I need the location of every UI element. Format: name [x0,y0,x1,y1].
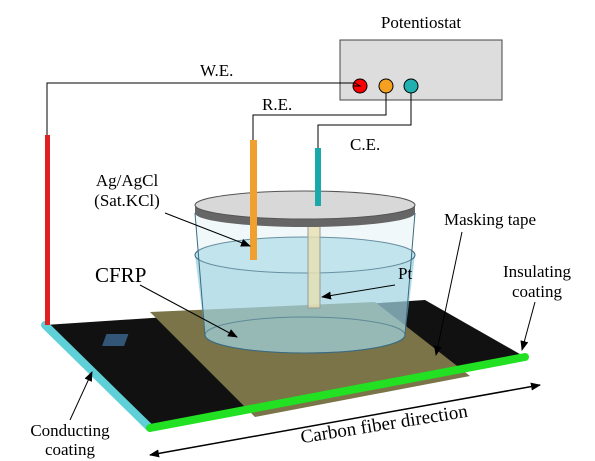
ce-wire [317,93,412,148]
lid-top [194,190,416,220]
label: Insulating [503,262,571,281]
label: Carbon fiber direction [299,401,470,448]
label: Pt [398,264,412,283]
label: coating [512,282,563,301]
label: C.E. [350,135,380,154]
label: (Sat.KCl) [94,191,160,210]
label: Masking tape [444,210,536,229]
pt-electrode [307,219,321,309]
ref-electrode [250,140,257,260]
direction-arrow [149,382,541,458]
arrow [520,301,536,351]
we-wire [46,82,362,135]
cfrp-sample [102,334,129,346]
label: CFRP [95,263,146,287]
re-terminal [378,78,394,94]
label: W.E. [200,61,233,80]
arrow [69,371,93,421]
beaker-bottom [204,316,406,354]
label: Ag/AgCl [96,171,159,190]
re-wire [252,93,387,140]
arrow [139,284,238,338]
beaker-water [195,255,415,353]
counter-electrode [315,148,321,206]
label: R.E. [262,95,292,114]
working-lead [45,135,50,325]
label: Potentiostat [381,13,462,32]
label: Conducting [30,421,110,440]
conducting-edge [41,321,154,432]
arrow [164,212,251,247]
potentiostat-box [339,39,503,101]
ce-terminal [403,78,419,94]
arrow [321,284,396,300]
label: coating [45,440,96,459]
arrow [433,231,463,356]
